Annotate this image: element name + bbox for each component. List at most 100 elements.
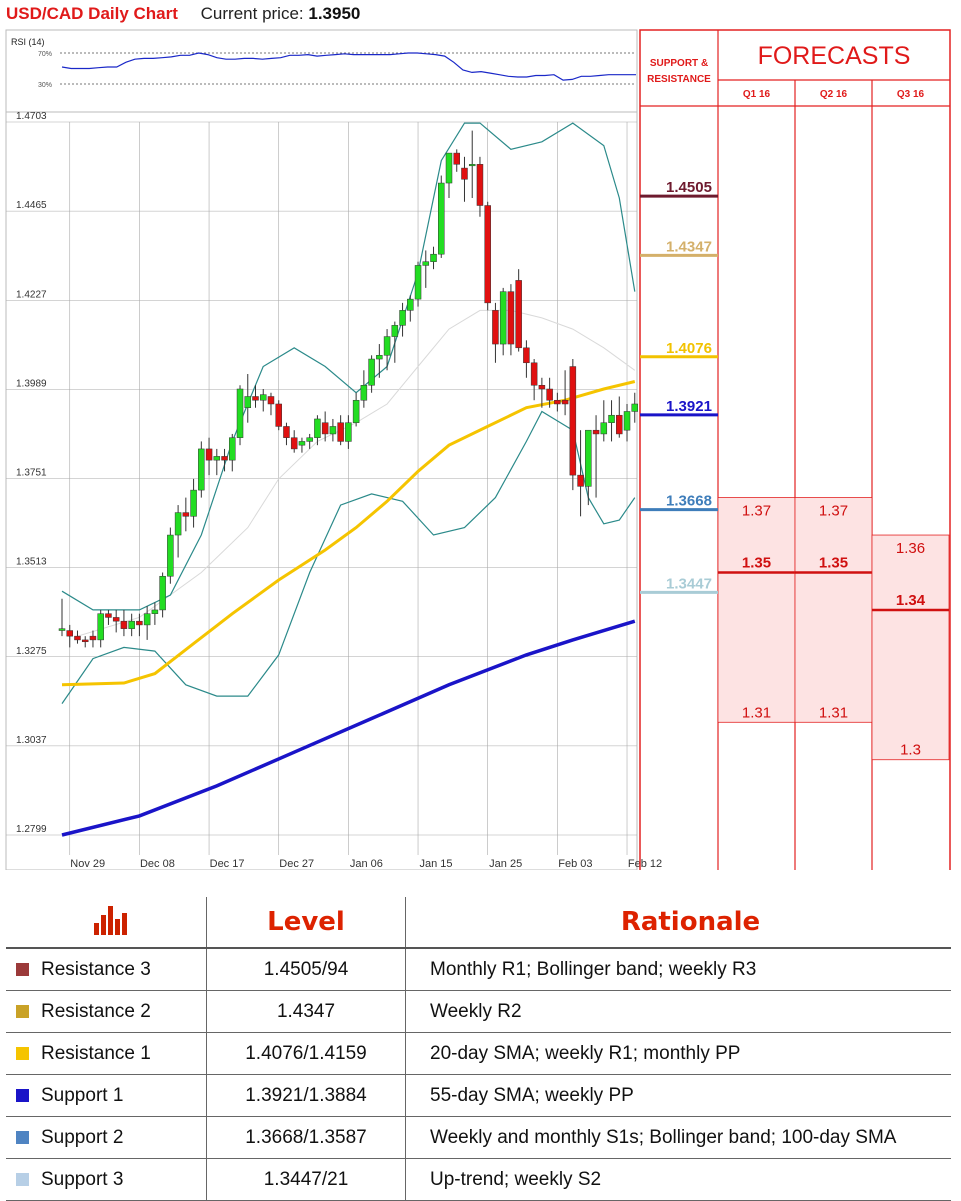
x-tick-label: Dec 17 [210, 858, 245, 870]
candle [105, 609, 112, 625]
bar-chart-icon [6, 897, 207, 949]
candle [376, 344, 383, 378]
y-tick-label: 1.3989 [16, 378, 47, 389]
candle [167, 527, 174, 584]
level-value-cell: 1.3921/1.3884 [206, 1074, 406, 1117]
table-header-row: Level Rationale [6, 897, 951, 949]
candle [205, 437, 213, 476]
level-name-cell: Support 1 [6, 1074, 207, 1117]
candle [81, 636, 89, 648]
candle [468, 130, 476, 199]
candle [337, 415, 344, 446]
candle [600, 400, 608, 442]
candle [631, 392, 639, 423]
candle [74, 630, 81, 644]
candle [523, 340, 530, 378]
candle [66, 624, 73, 648]
rationale-cell: Weekly R2 [405, 990, 951, 1033]
level-color-swatch [16, 1088, 29, 1102]
table-row: Resistance 2 1.4347 Weekly R2 [6, 990, 951, 1033]
forecast-column-header: Q3 16 [897, 89, 925, 100]
y-tick-label: 1.3037 [16, 735, 47, 746]
level-value-cell: 1.3668/1.3587 [206, 1116, 406, 1159]
forecast-mid-value: 1.35 [819, 554, 848, 571]
x-tick-label: Feb 03 [558, 858, 592, 870]
candle [608, 400, 615, 442]
y-tick-label: 1.3513 [16, 557, 47, 568]
level-value-cell: 1.4505/94 [206, 948, 406, 991]
rsi-30-label: 30% [38, 82, 52, 89]
candle [430, 246, 437, 270]
candle [538, 377, 546, 408]
level-name-cell: Resistance 1 [6, 1032, 207, 1075]
level-value-cell: 1.4076/1.4159 [206, 1032, 406, 1075]
candle [484, 201, 491, 311]
candle [221, 448, 228, 472]
x-tick-label: Dec 27 [279, 858, 314, 870]
level-name: Support 3 [41, 1168, 124, 1190]
candle [120, 609, 128, 637]
candle [438, 175, 445, 258]
candle [259, 389, 267, 412]
candle [58, 598, 66, 637]
candle [352, 392, 360, 427]
candle [391, 321, 399, 363]
candle [151, 602, 159, 625]
candle [530, 359, 538, 401]
level-value-cell: 1.3447/21 [206, 1158, 406, 1201]
y-tick-label: 1.2799 [16, 824, 47, 835]
candle [89, 630, 97, 648]
sma-gray-line [77, 309, 636, 637]
candle [314, 415, 321, 446]
rationale-cell: Weekly and monthly S1s; Bollinger band; … [405, 1116, 951, 1159]
sr-level-value: 1.3447 [666, 575, 712, 592]
candle [267, 392, 275, 416]
candle [283, 422, 290, 446]
level-name-cell: Support 3 [6, 1158, 207, 1201]
sma-blue-line [61, 619, 636, 837]
candle [298, 437, 306, 453]
candle [507, 284, 515, 356]
sr-level-value: 1.4505 [666, 179, 712, 196]
table-row: Support 3 1.3447/21 Up-trend; weekly S2 [6, 1158, 951, 1201]
x-tick-label: Jan 25 [489, 858, 522, 870]
candle [399, 302, 406, 337]
candle [213, 448, 221, 476]
y-tick-label: 1.3751 [16, 468, 47, 479]
forecast-low-value: 1.31 [742, 704, 771, 721]
level-column-header: Level [206, 897, 406, 949]
candle [229, 433, 236, 472]
sr-level-value: 1.3668 [666, 493, 712, 510]
candle [290, 430, 298, 453]
candle [623, 403, 631, 442]
candle [329, 418, 337, 442]
x-tick-label: Feb 12 [628, 858, 662, 870]
rationale-cell: 20-day SMA; weekly R1; monthly PP [405, 1032, 951, 1075]
candle [616, 396, 623, 438]
candle [585, 429, 592, 506]
y-tick-label: 1.4703 [16, 111, 47, 122]
candle [383, 329, 391, 371]
level-name-cell: Support 2 [6, 1116, 207, 1159]
candle [407, 295, 414, 322]
side-panel-frame [639, 29, 951, 870]
chart-title: USD/CAD Daily Chart [6, 4, 178, 23]
candle [252, 385, 259, 408]
level-name: Resistance 3 [41, 958, 151, 980]
forecast-range-box [794, 497, 873, 723]
forecast-low-value: 1.3 [900, 742, 921, 759]
candle [499, 287, 507, 356]
candle [321, 411, 329, 442]
candle [577, 430, 584, 517]
candle [128, 613, 135, 637]
rationale-cell: Monthly R1; Bollinger band; weekly R3 [405, 948, 951, 991]
candle [422, 250, 430, 288]
candle [569, 359, 577, 491]
forecast-column-header: Q1 16 [743, 89, 771, 100]
rsi-line [61, 52, 636, 81]
forecast-mid-value: 1.34 [896, 592, 926, 609]
candle [368, 355, 375, 393]
level-value-cell: 1.4347 [206, 990, 406, 1033]
candle [345, 415, 352, 449]
candle [476, 156, 484, 217]
